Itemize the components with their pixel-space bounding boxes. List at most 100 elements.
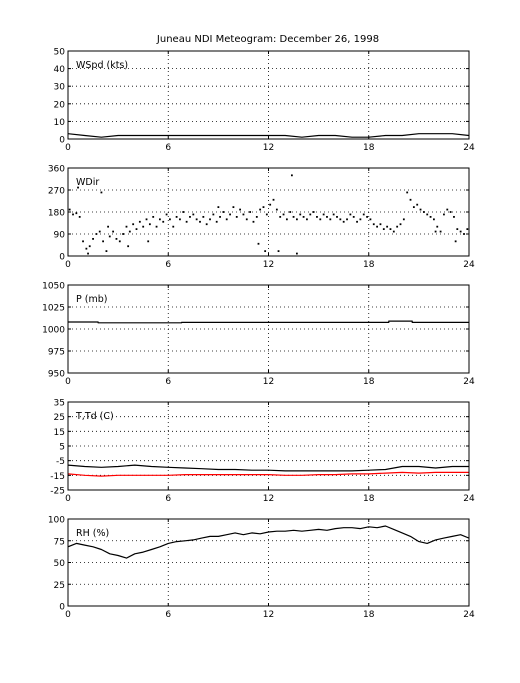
data-point <box>446 208 449 211</box>
data-point <box>257 242 260 245</box>
x-tick-label: 24 <box>463 377 475 387</box>
data-point <box>409 198 412 201</box>
data-point <box>145 218 148 221</box>
data-point <box>399 223 402 226</box>
series-line-temp-dewpoint-0 <box>68 464 469 472</box>
series-group-rh <box>68 525 469 559</box>
data-point <box>296 252 298 255</box>
x-tick-label: 6 <box>165 143 171 153</box>
data-point <box>85 247 88 250</box>
data-point <box>212 213 215 216</box>
data-point <box>100 191 103 194</box>
figure-title: Juneau NDI Meteogram: December 26, 1998 <box>156 34 379 45</box>
data-point <box>105 250 108 253</box>
x-tick-label: 12 <box>263 260 274 270</box>
x-tick-label: 12 <box>263 377 274 387</box>
data-point <box>199 220 201 223</box>
data-point <box>376 225 379 228</box>
data-point <box>152 215 155 218</box>
data-point <box>107 225 109 228</box>
data-point <box>419 208 422 211</box>
y-tick-label: 0 <box>59 136 65 146</box>
data-point <box>217 206 220 209</box>
data-point <box>389 228 392 231</box>
data-point <box>219 215 221 218</box>
data-point <box>346 218 348 221</box>
data-point <box>279 215 282 218</box>
data-point <box>122 233 125 235</box>
data-point <box>459 230 462 233</box>
data-point <box>436 225 439 228</box>
y-tick-label: 270 <box>48 187 65 197</box>
data-point <box>329 218 332 221</box>
data-point <box>132 223 135 226</box>
data-point <box>182 211 185 213</box>
data-point <box>275 208 278 211</box>
data-point <box>259 208 262 211</box>
data-point <box>148 223 151 226</box>
data-point <box>349 213 352 216</box>
data-point <box>128 230 131 233</box>
series-line-pressure-0 <box>68 320 469 324</box>
data-point <box>115 237 118 240</box>
data-point <box>235 215 238 218</box>
panel-label-pressure: P (mb) <box>76 294 107 305</box>
data-point <box>95 233 98 235</box>
data-point <box>316 215 318 218</box>
series-line-temp-dewpoint-1 <box>68 471 469 477</box>
data-point <box>386 225 389 228</box>
y-tick-label: 25 <box>54 413 65 423</box>
grid-temp-dewpoint <box>68 402 469 490</box>
series-group-temp-dewpoint <box>68 464 469 477</box>
x-tick-label: 24 <box>463 610 475 620</box>
data-point <box>169 218 171 221</box>
y-tick-label: 975 <box>48 348 65 358</box>
x-tick-label: 12 <box>263 143 274 153</box>
data-point <box>82 240 84 243</box>
grid-wspd <box>68 51 469 139</box>
data-point <box>326 215 328 218</box>
data-point <box>264 250 267 253</box>
data-point <box>192 213 195 216</box>
data-point <box>406 191 409 194</box>
data-point <box>118 240 121 243</box>
data-point <box>155 225 158 228</box>
data-point <box>422 211 425 213</box>
y-tick-label: 30 <box>54 83 66 93</box>
data-point <box>292 215 295 218</box>
y-tick-label: 100 <box>48 516 65 526</box>
data-point <box>249 211 252 213</box>
data-point <box>319 218 322 221</box>
data-point <box>135 228 138 231</box>
data-point <box>306 218 308 221</box>
y-tick-label: -25 <box>50 487 65 497</box>
y-tick-label: 5 <box>59 443 65 453</box>
data-point <box>162 220 165 223</box>
y-tick-label: 35 <box>54 399 65 409</box>
data-point <box>215 220 218 223</box>
data-point <box>412 206 415 209</box>
panel-label-rh: RH (%) <box>76 528 109 539</box>
panel-wdir: 0 6 12 18 24 0 90 180 270 360 WDir <box>48 165 475 271</box>
data-point <box>272 198 275 201</box>
data-point <box>426 213 429 216</box>
x-tick-label: 6 <box>165 610 171 620</box>
data-point <box>147 240 150 243</box>
data-point <box>175 215 178 218</box>
data-point <box>158 218 161 221</box>
panel-label-wdir: WDir <box>76 177 99 188</box>
data-point <box>416 203 419 206</box>
data-point <box>309 213 312 216</box>
data-point <box>229 213 231 216</box>
y-tick-label: 25 <box>54 581 65 591</box>
data-point <box>362 213 365 216</box>
data-point <box>434 230 437 233</box>
data-point <box>312 211 315 213</box>
y-tick-label: 20 <box>54 100 66 110</box>
x-tick-label: 18 <box>363 260 375 270</box>
data-point <box>78 215 81 218</box>
data-point <box>382 228 385 231</box>
x-tick-label: 24 <box>463 494 475 504</box>
